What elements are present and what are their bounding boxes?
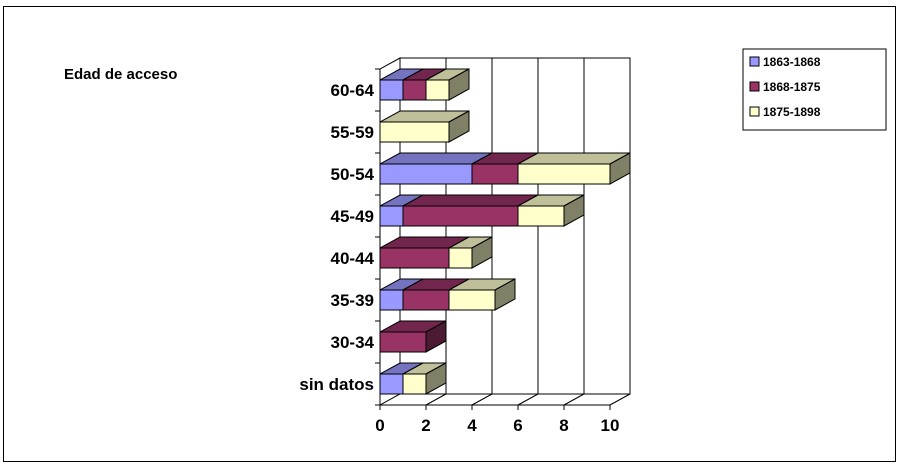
legend: 1863-1868 1868-1875 1875-1898 <box>742 48 887 131</box>
bar-front-face <box>379 163 473 185</box>
gridline-floor <box>563 393 585 406</box>
x-tick-label: 10 <box>601 416 620 435</box>
legend-box <box>742 48 887 131</box>
x-tick-label: 8 <box>559 416 568 435</box>
bar-top-face <box>402 194 539 207</box>
legend-label: 1875-1898 <box>763 105 821 119</box>
bar-segment <box>379 362 424 395</box>
x-tick-label: 2 <box>421 416 430 435</box>
plot-background <box>379 57 631 406</box>
category-label: 30-34 <box>331 333 375 352</box>
bar-front-face <box>517 205 565 227</box>
bar-segment <box>448 236 493 269</box>
category-label: 35-39 <box>331 291 374 310</box>
bar-segment <box>379 110 470 143</box>
side-wall <box>379 57 401 406</box>
bar-front-face <box>402 289 450 311</box>
gridline-floor <box>609 393 631 406</box>
bar-front-face <box>402 79 427 101</box>
category-labels: 60-64 55-59 50-54 45-49 40-44 35-39 30-34 sin d… <box>299 81 374 394</box>
bar-front-face <box>379 247 450 269</box>
chart-frame: 60-64 55-59 50-54 45-49 40-44 35-39 30-34 sin d… <box>3 6 896 462</box>
bar-front-face <box>517 163 611 185</box>
bar-segment <box>379 152 493 185</box>
bar-front-face <box>379 205 404 227</box>
gridline-floor <box>471 393 493 406</box>
bar-side-face <box>471 236 493 269</box>
x-tick-label: 4 <box>467 416 477 435</box>
bar-front-face <box>425 79 450 101</box>
bar-segment <box>517 194 585 227</box>
bar-front-face <box>471 163 519 185</box>
legend-label: 1868-1875 <box>763 80 821 94</box>
category-label: 40-44 <box>331 249 375 268</box>
legend-label: 1863-1868 <box>763 55 821 69</box>
bar-side-face <box>448 68 470 101</box>
x-tick-label: 0 <box>375 416 384 435</box>
category-label: sin datos <box>299 375 374 394</box>
x-tick-label: 6 <box>513 416 522 435</box>
category-label: 55-59 <box>331 123 374 142</box>
legend-swatch <box>749 56 760 67</box>
bar-segment <box>402 362 447 395</box>
gridline-floor <box>517 393 539 406</box>
bar-segment <box>425 68 470 101</box>
bar-segment <box>448 278 516 311</box>
category-label: 45-49 <box>331 207 374 226</box>
category-label: 50-54 <box>331 165 375 184</box>
bar-side-face <box>563 194 585 227</box>
bar-side-face <box>494 278 516 311</box>
bar-segment <box>471 152 539 185</box>
bar-segment <box>402 278 470 311</box>
bar-front-face <box>448 247 473 269</box>
bar-front-face <box>402 373 427 395</box>
bar-front-face <box>379 121 450 143</box>
bar-front-face <box>402 205 519 227</box>
bar-front-face <box>379 373 404 395</box>
bar-side-face <box>448 110 470 143</box>
category-label: 60-64 <box>331 81 375 100</box>
y-axis-title: Edad de acceso <box>64 66 177 83</box>
gridline-floor <box>425 393 447 406</box>
bar-front-face <box>448 289 496 311</box>
bar-side-face <box>425 320 447 353</box>
bar-segment <box>379 278 424 311</box>
legend-swatch <box>749 81 760 92</box>
bar-side-face <box>425 362 447 395</box>
bar-segment <box>402 194 539 227</box>
x-tick-labels: 0 2 4 6 8 10 <box>375 416 619 435</box>
bars <box>379 68 631 395</box>
bar-side-face <box>609 152 631 185</box>
bar-front-face <box>379 331 427 353</box>
bar-front-face <box>379 79 404 101</box>
bar-front-face <box>379 289 404 311</box>
legend-swatch <box>749 106 760 117</box>
bar-segment <box>379 68 424 101</box>
bar-segment <box>517 152 631 185</box>
bar-segment <box>379 320 447 353</box>
bar-chart: 60-64 55-59 50-54 45-49 40-44 35-39 30-34 sin d… <box>64 48 887 435</box>
